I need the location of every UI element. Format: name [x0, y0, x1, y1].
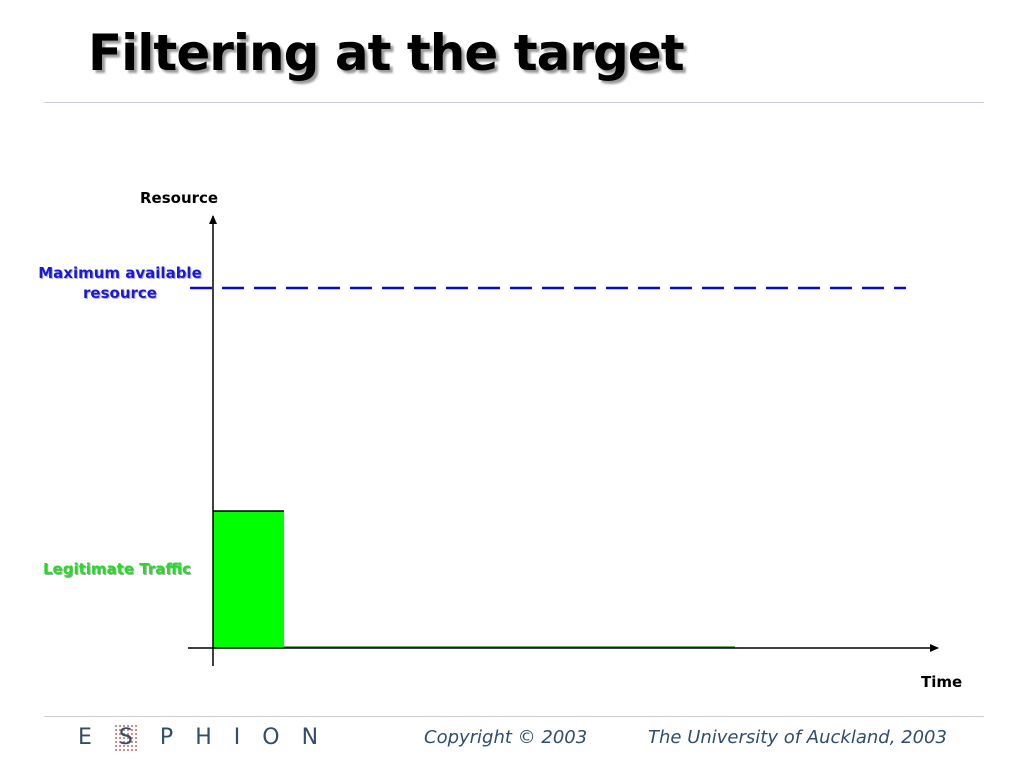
x-axis-label: Time	[921, 673, 963, 691]
esphion-logo: E S P H I O N	[78, 724, 340, 752]
logo-letter-h: H	[195, 725, 212, 750]
logo-letter-n: N	[301, 725, 319, 750]
max-resource-label: Maximum available resource	[38, 264, 202, 302]
logo-letter-s: S	[113, 724, 138, 752]
legitimate-traffic-label: Legitimate Traffic	[43, 560, 191, 578]
logo-letter-s-glyph: S	[118, 725, 133, 750]
logo-letter-p: P	[159, 725, 174, 750]
y-axis-label: Resource	[140, 189, 219, 207]
logo-letter-i: I	[233, 725, 241, 750]
university-text: The University of Auckland, 2003	[648, 727, 947, 748]
logo-letter-e: E	[78, 725, 92, 750]
legitimate-traffic-block	[213, 511, 284, 648]
logo-letter-o: O	[262, 725, 280, 750]
copyright-text: Copyright © 2003	[424, 727, 588, 748]
title-divider	[44, 102, 984, 103]
footer-divider	[44, 716, 984, 717]
slide-title: Filtering at the target	[88, 24, 685, 82]
